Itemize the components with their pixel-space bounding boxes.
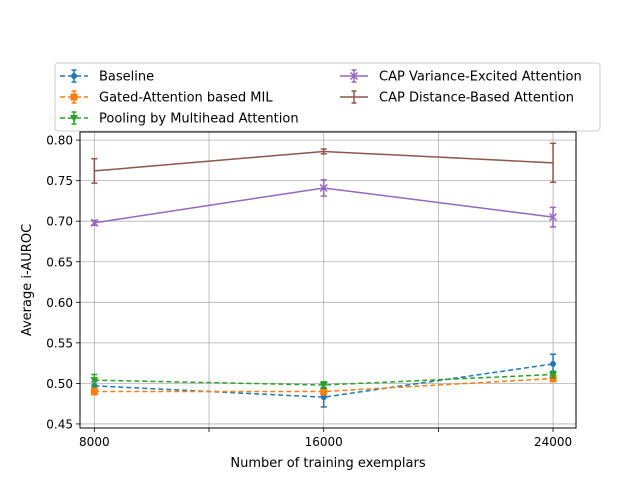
legend-item: CAP Distance-Based Attention bbox=[340, 90, 574, 106]
y-tick-label: 0.60 bbox=[46, 296, 73, 310]
legend-label: CAP Distance-Based Attention bbox=[379, 91, 574, 106]
data-point bbox=[90, 218, 99, 227]
legend-marker bbox=[70, 93, 78, 101]
legend-label: Gated-Attention based MIL bbox=[99, 91, 273, 106]
y-tick-label: 0.70 bbox=[46, 215, 73, 229]
series-5 bbox=[91, 142, 557, 184]
series-line bbox=[94, 377, 554, 393]
y-tick-label: 0.65 bbox=[46, 255, 73, 269]
legend-item: Baseline bbox=[60, 69, 154, 85]
legend-label: CAP Variance-Excited Attention bbox=[379, 70, 582, 85]
x-tick-label: 24000 bbox=[534, 435, 572, 449]
data-point bbox=[549, 375, 557, 383]
grid bbox=[80, 132, 576, 428]
data-point bbox=[319, 382, 328, 390]
legend-marker bbox=[71, 73, 77, 79]
y-axis-label: Average i-AUROC bbox=[20, 224, 35, 336]
plot-frame bbox=[79, 131, 577, 429]
series-line bbox=[94, 363, 554, 398]
x-axis: 8000 16000 24000 bbox=[79, 428, 572, 449]
y-tick-label: 0.55 bbox=[46, 336, 73, 350]
y-tick-label: 0.80 bbox=[46, 134, 73, 148]
series-2 bbox=[90, 374, 557, 396]
legend-marker bbox=[70, 115, 78, 122]
data-point bbox=[319, 183, 328, 192]
data-point bbox=[549, 213, 558, 222]
y-tick-label: 0.75 bbox=[46, 174, 73, 188]
y-tick-label: 0.45 bbox=[46, 417, 73, 431]
legend-item: Pooling by Multihead Attention bbox=[60, 111, 299, 127]
legend-item: CAP Variance-Excited Attention bbox=[340, 69, 582, 85]
series-4 bbox=[90, 179, 558, 228]
legend-item: Gated-Attention based MIL bbox=[60, 90, 273, 106]
data-point bbox=[320, 394, 327, 401]
data-point bbox=[320, 388, 328, 396]
data-point bbox=[549, 371, 558, 379]
legend-label: Baseline bbox=[99, 70, 154, 85]
legend-label: Pooling by Multihead Attention bbox=[99, 112, 299, 127]
series-line bbox=[94, 373, 554, 386]
x-axis-label: Number of training exemplars bbox=[230, 456, 425, 471]
y-axis: 0.45 0.50 0.55 0.60 0.65 0.70 0.75 0.80 bbox=[46, 134, 80, 431]
data-point bbox=[90, 377, 99, 385]
x-tick-label: 16000 bbox=[305, 435, 343, 449]
x-tick-label: 8000 bbox=[79, 435, 110, 449]
legend-marker bbox=[349, 71, 359, 81]
series-3 bbox=[90, 370, 558, 390]
legend: Baseline Gated-Attention based MIL Pooling… bbox=[54, 62, 601, 132]
series-layer bbox=[90, 142, 558, 408]
y-tick-label: 0.50 bbox=[46, 377, 73, 391]
legend-box bbox=[54, 62, 601, 132]
data-point bbox=[550, 360, 557, 367]
data-point bbox=[90, 388, 98, 396]
